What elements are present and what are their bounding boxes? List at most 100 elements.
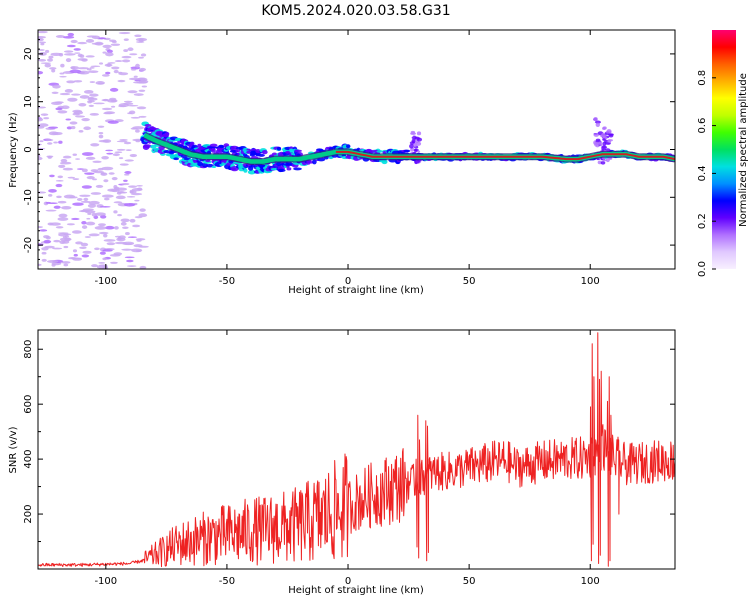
noise-blob xyxy=(132,224,141,228)
noise-blob xyxy=(98,223,106,227)
energy-blob xyxy=(409,143,414,149)
noise-blob xyxy=(136,239,142,242)
noise-blob xyxy=(121,55,132,59)
energy-blob xyxy=(210,147,216,153)
noise-blob xyxy=(40,113,49,116)
colorbar-tick-label: 0.2 xyxy=(697,213,708,229)
noise-blob xyxy=(77,58,88,61)
noise-blob xyxy=(45,209,57,212)
colorbar-tick-label: 0.4 xyxy=(697,165,708,181)
noise-blob xyxy=(117,79,126,83)
noise-blob xyxy=(62,155,72,159)
noise-blob xyxy=(38,226,43,228)
noise-blob xyxy=(39,140,44,143)
noise-blob xyxy=(124,171,132,174)
noise-blob xyxy=(123,102,134,105)
energy-blob xyxy=(595,138,601,142)
noise-blob xyxy=(48,131,59,136)
noise-blob xyxy=(83,126,92,131)
noise-blob xyxy=(98,131,104,135)
energy-blob xyxy=(593,133,599,137)
noise-blob xyxy=(102,44,112,49)
noise-blob xyxy=(80,200,91,203)
noise-blob xyxy=(72,249,78,253)
noise-blob xyxy=(38,191,47,194)
noise-blob xyxy=(55,183,63,188)
noise-blob xyxy=(61,261,71,264)
noise-blob xyxy=(139,67,146,72)
energy-blob xyxy=(164,132,170,136)
noise-blob xyxy=(137,187,143,191)
energy-blob xyxy=(414,159,420,164)
noise-blob xyxy=(82,250,92,254)
energy-blob xyxy=(602,138,606,141)
noise-blob xyxy=(100,172,108,176)
noise-blob xyxy=(87,100,93,104)
noise-blob xyxy=(40,42,45,46)
noise-blob xyxy=(138,56,144,59)
spectrogram-x-ticks: -100 -50 0 50 100 xyxy=(94,30,600,287)
noise-blob xyxy=(38,263,42,267)
energy-blob xyxy=(235,149,241,153)
noise-blob xyxy=(103,179,109,183)
noise-blob xyxy=(114,235,121,238)
noise-blob xyxy=(128,110,136,115)
ridge-core xyxy=(335,150,675,161)
noise-blob xyxy=(108,172,115,175)
noise-blob xyxy=(73,48,81,51)
noise-blob xyxy=(58,52,64,57)
noise-blob xyxy=(97,167,104,171)
noise-blob xyxy=(86,68,92,71)
figure-title: KOM5.2024.020.03.58.G31 xyxy=(261,3,450,19)
noise-blob xyxy=(93,170,105,174)
noise-blob xyxy=(93,102,105,105)
noise-blob xyxy=(114,241,127,245)
noise-blob xyxy=(71,217,80,221)
noise-blob xyxy=(70,126,76,130)
noise-blob xyxy=(135,77,146,81)
noise-blob xyxy=(67,97,78,102)
energy-blob xyxy=(276,146,281,151)
noise-blob xyxy=(94,247,100,251)
energy-blob xyxy=(605,142,611,145)
energy-blob xyxy=(600,161,606,165)
noise-blob xyxy=(98,139,110,143)
noise-blob xyxy=(64,89,74,93)
noise-blob xyxy=(126,259,134,263)
colorbar-tick-label: 0.0 xyxy=(697,261,708,277)
noise-blob xyxy=(67,32,75,37)
noise-blob xyxy=(105,71,111,75)
noise-blob xyxy=(55,226,64,229)
noise-blob xyxy=(69,196,78,199)
noise-blob xyxy=(41,251,47,255)
noise-blob xyxy=(63,50,74,53)
snr-x-ticks: -100 -50 0 50 100 xyxy=(94,330,600,587)
noise-blob xyxy=(89,67,95,69)
noise-blob xyxy=(57,200,67,204)
noise-blob xyxy=(132,126,145,130)
energy-blob xyxy=(258,153,265,157)
noise-blob xyxy=(127,90,138,94)
noise-blob xyxy=(57,175,64,179)
spectrogram-y-label: Frequency (Hz) xyxy=(8,112,19,188)
energy-blob xyxy=(197,143,202,148)
noise-blob xyxy=(126,196,136,198)
energy-blob xyxy=(416,137,423,142)
noise-blob xyxy=(136,184,143,187)
noise-blob xyxy=(129,153,138,158)
noise-blob xyxy=(83,89,94,94)
noise-blob xyxy=(129,189,134,194)
noise-blob xyxy=(57,217,69,221)
energy-blob xyxy=(144,123,152,128)
noise-blob xyxy=(47,142,53,145)
noise-blob xyxy=(43,239,52,244)
noise-blob xyxy=(115,187,128,191)
noise-blob xyxy=(89,112,100,116)
noise-blob xyxy=(101,155,109,160)
noise-blob xyxy=(66,223,75,226)
noise-blob xyxy=(80,242,89,247)
noise-blob xyxy=(118,31,131,35)
noise-blob xyxy=(53,141,58,144)
noise-blob xyxy=(38,123,49,127)
noise-blob xyxy=(98,37,107,40)
